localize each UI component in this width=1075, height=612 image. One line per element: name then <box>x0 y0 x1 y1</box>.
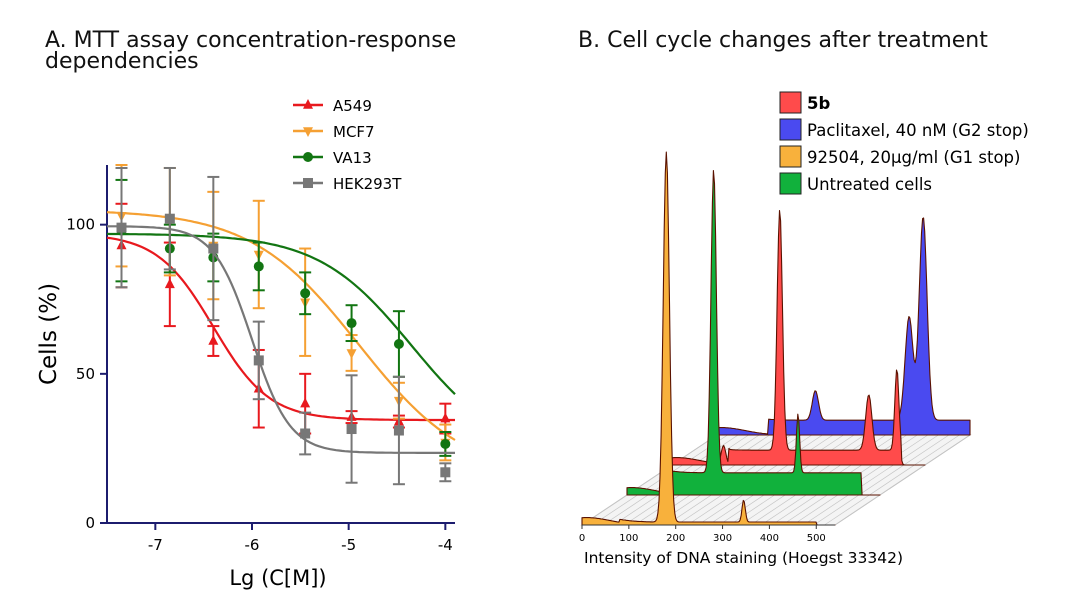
x-tick-label: -7 <box>148 536 163 554</box>
y-tick-label: 100 <box>66 216 95 234</box>
y-axis-label: Cells (%) <box>36 283 62 385</box>
data-point <box>346 349 357 359</box>
data-point <box>164 278 175 289</box>
data-point <box>208 335 219 345</box>
panel-a-title: A. MTT assay concentration-response depe… <box>45 28 457 74</box>
y-tick-label: 50 <box>76 365 95 383</box>
data-point <box>253 355 264 366</box>
data-point <box>300 397 311 408</box>
data-point <box>346 318 357 329</box>
legend-swatch <box>779 172 802 195</box>
x-axis-label: Intensity of DNA staining (Hoegst 33342) <box>584 549 903 567</box>
legend-label-mcf7: MCF7 <box>333 123 375 141</box>
fit-curve-a549 <box>106 236 455 422</box>
legend: A549 MCF7 VA13 HEK293T <box>293 97 402 193</box>
series-va13 <box>106 178 456 457</box>
legend-marker <box>303 99 313 109</box>
data-point <box>440 467 451 478</box>
legend-marker <box>303 152 313 162</box>
x-tick-label: 500 <box>807 533 826 544</box>
x-axis-label: Lg (C[M]) <box>229 566 326 590</box>
x-tick-label: -5 <box>341 536 356 554</box>
fit-curve-hek293t <box>107 225 455 454</box>
data-point <box>253 261 264 272</box>
x-tick-label: 300 <box>713 533 732 544</box>
fit-curve-va13 <box>106 232 456 395</box>
data-point <box>300 288 311 299</box>
data-point <box>116 222 127 233</box>
legend-label-92504-20-g-ml-g1-stop: 92504, 20µg/ml (G1 stop) <box>807 148 1020 167</box>
legend-marker <box>303 127 313 137</box>
data-point <box>164 213 175 224</box>
mtt-chart: 0 50 100 -7 -6 -5 -4 Lg (C[M]) Cells (%) A549 MCF7… <box>36 97 456 590</box>
grid-line <box>824 434 960 526</box>
x-tick-label: -6 <box>245 536 260 554</box>
grid-line <box>813 434 950 526</box>
histogram-92504-20-g-ml-g1-stop <box>581 151 836 526</box>
cell-cycle-chart: 0 100 200 300 400 500 Intensity of DNA stainin… <box>579 91 1029 567</box>
x-tick-label: 0 <box>579 533 585 544</box>
legend-swatch <box>779 145 802 168</box>
data-point <box>346 424 357 435</box>
series-hek293t <box>107 166 455 486</box>
legend-label-paclitaxel-40-nm-g2-stop: Paclitaxel, 40 nM (G2 stop) <box>807 121 1029 140</box>
grid-line <box>803 434 939 526</box>
legend: 5b Paclitaxel, 40 nM (G2 stop) 92504, 20µg… <box>779 91 1029 195</box>
histogram-paclitaxel-40-nm-g2-stop <box>716 217 971 436</box>
legend-label-a549: A549 <box>333 97 372 115</box>
x-tick-label: 100 <box>619 533 638 544</box>
legend-label-5b: 5b <box>807 94 830 113</box>
data-point <box>440 412 451 423</box>
legend-swatch <box>779 118 802 141</box>
data-point <box>300 428 311 439</box>
legend-label-va13: VA13 <box>333 149 372 167</box>
grid-line <box>581 434 718 526</box>
legend-marker <box>303 178 313 188</box>
data-point <box>393 425 404 436</box>
grid-line <box>834 434 971 526</box>
x-tick-label: 200 <box>666 533 685 544</box>
panel-b-title: B. Cell cycle changes after treatment <box>578 28 988 53</box>
data-point <box>393 339 404 349</box>
y-tick-label: 0 <box>85 514 95 532</box>
x-tick-label: 400 <box>760 533 779 544</box>
legend-label-hek293t: HEK293T <box>333 175 402 193</box>
legend-swatch <box>779 91 802 114</box>
data-point <box>440 438 451 449</box>
legend-label-untreated-cells: Untreated cells <box>807 175 932 194</box>
x-tick-label: -4 <box>438 536 453 554</box>
data-point <box>208 243 219 254</box>
